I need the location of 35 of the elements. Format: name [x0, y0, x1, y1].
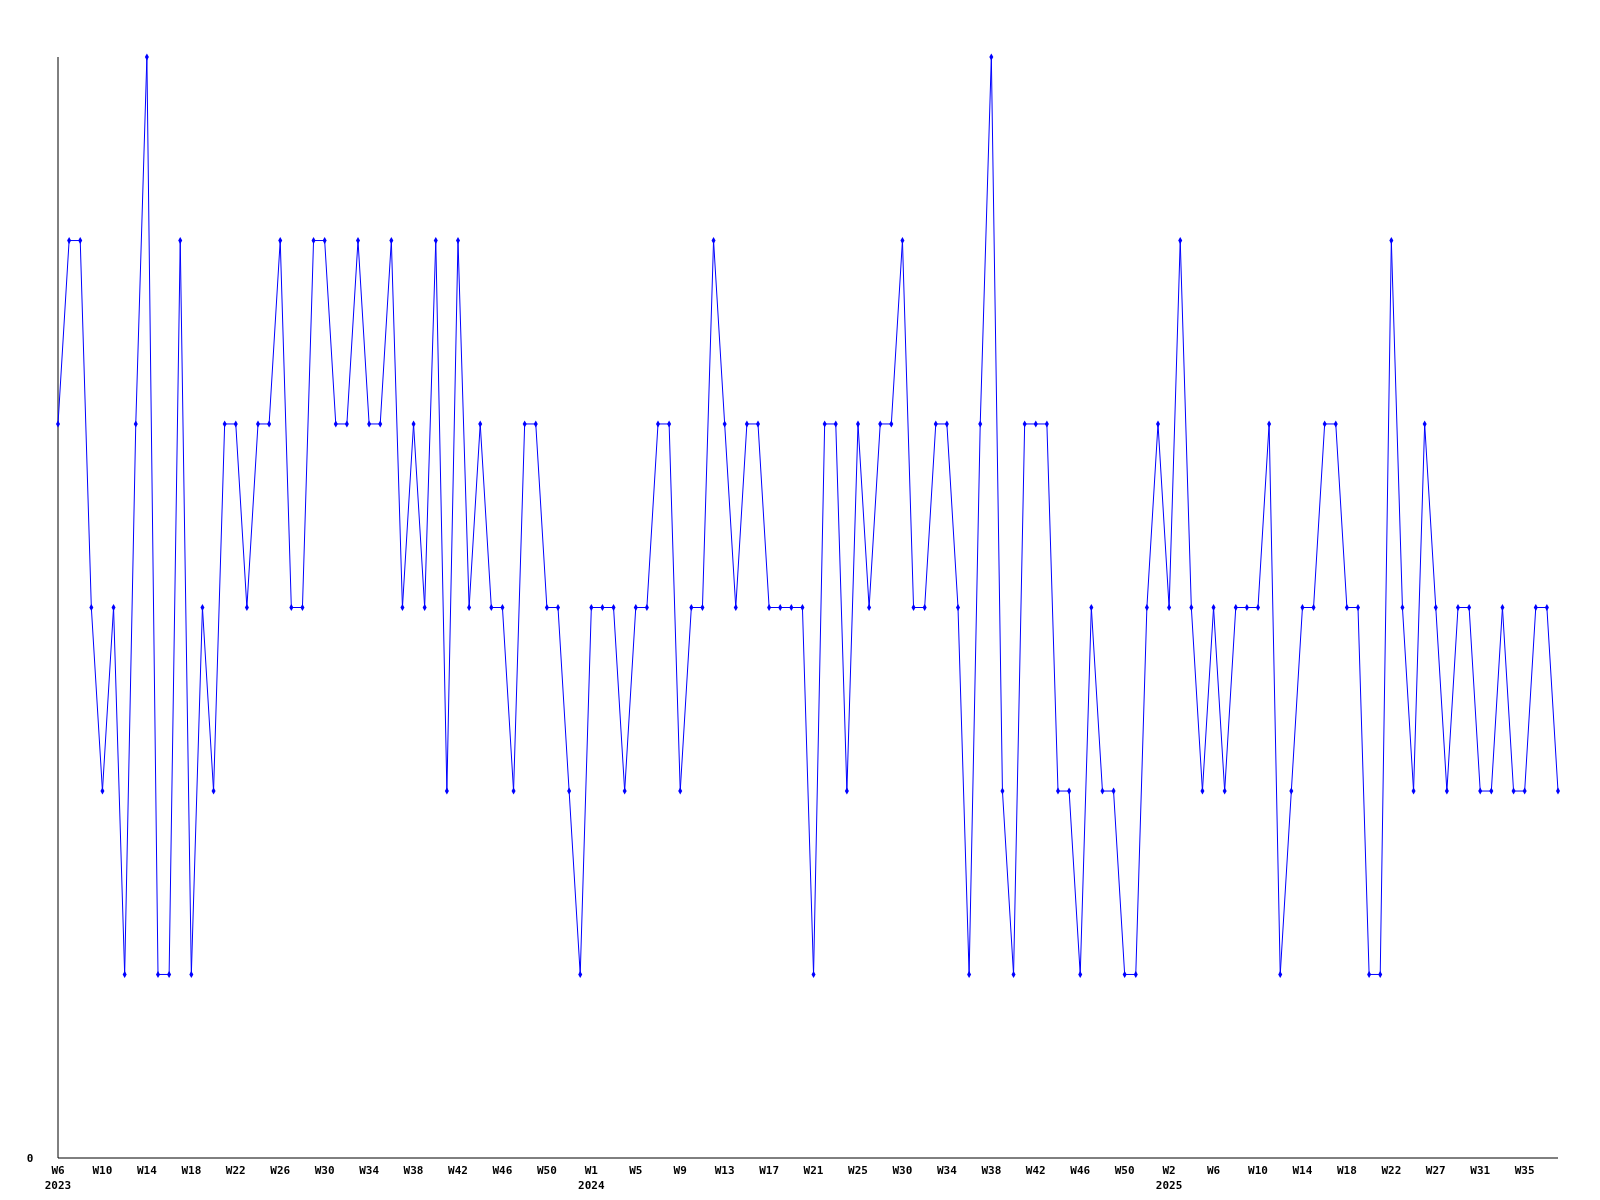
x-tick-label: W21: [803, 1164, 824, 1177]
x-tick-label: W10: [92, 1164, 113, 1177]
x-tick-label: W42: [448, 1164, 468, 1177]
x-tick-label: W6 2023: [44, 1164, 72, 1192]
x-tick-label: W25: [848, 1164, 868, 1177]
x-tick-label: W34: [359, 1164, 380, 1177]
x-tick-label: W13: [714, 1164, 735, 1177]
x-tick-label: W14: [136, 1164, 158, 1177]
x-tick-label: W5: [629, 1164, 643, 1177]
x-tick-label: W46: [492, 1164, 513, 1177]
x-tick-label: W42: [1025, 1164, 1046, 1177]
x-tick-label: W2 2025: [1155, 1164, 1183, 1192]
x-tick-label: W22: [225, 1164, 246, 1177]
x-tick-label: W22: [1381, 1164, 1402, 1177]
x-tick-label: W30: [892, 1164, 913, 1177]
x-tick-label: W31: [1470, 1164, 1491, 1177]
x-tick-label: W46: [1070, 1164, 1091, 1177]
x-tick-label: W17: [759, 1164, 780, 1177]
x-tick-label: W1 2024: [578, 1164, 605, 1192]
x-tick-label: W26: [270, 1164, 291, 1177]
x-tick-label: W50: [1114, 1164, 1135, 1177]
x-tick-label: W10: [1248, 1164, 1268, 1177]
x-tick-label: W30: [314, 1164, 335, 1177]
x-tick-label: W18: [1336, 1164, 1357, 1177]
x-tick-label: W27: [1425, 1164, 1446, 1177]
x-tick-label: W18: [181, 1164, 202, 1177]
x-tick-label: W35: [1514, 1164, 1535, 1177]
text: 0: [26, 1151, 34, 1165]
x-tick-label: W34: [936, 1164, 958, 1177]
x-tick-label: W14: [1292, 1164, 1313, 1177]
x-tick-label: W50: [536, 1164, 557, 1177]
x-tick-label: W6: [1206, 1164, 1221, 1177]
x-tick-label: W9: [673, 1164, 687, 1177]
x-tick-label: W38: [981, 1164, 1002, 1177]
x-tick-label: W38: [403, 1164, 424, 1177]
